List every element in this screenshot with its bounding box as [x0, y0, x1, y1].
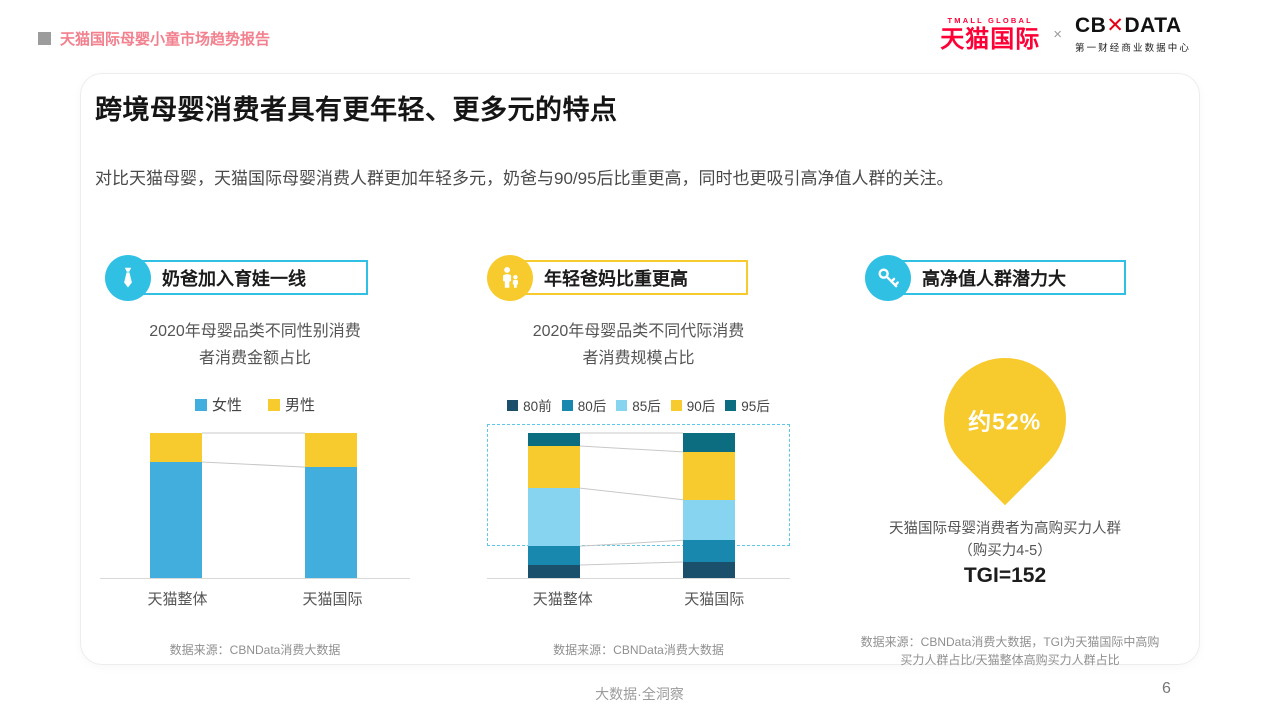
chart2-legend: 80前 80后 85后 90后 95后 — [482, 395, 795, 415]
generation-stacked-bar-chart — [487, 424, 790, 579]
legend-item-post95: 95后 — [725, 395, 770, 415]
legend-label-female: 女性 — [211, 397, 242, 414]
kpi-description-line1: 天猫国际母婴消费者为高购买力人群 — [889, 521, 1121, 537]
tmall-logo-text: 天猫国际 — [940, 25, 1041, 53]
category-label-tmall-overall: 天猫整体 — [147, 591, 208, 608]
legend-item-female: 女性 — [194, 394, 242, 415]
dad-badge-circle — [105, 255, 151, 301]
tgi-value: TGI=152 — [963, 564, 1047, 587]
page-number: 6 — [1162, 680, 1171, 697]
legend-item-post85: 85后 — [616, 395, 661, 415]
chart2-source-note: 数据来源：CBNData消费大数据 — [553, 643, 724, 657]
key-icon — [878, 268, 899, 288]
legend-swatch-male — [268, 398, 280, 411]
legend-swatch-post90 — [670, 399, 682, 411]
cbndata-left: CB — [1074, 14, 1107, 37]
category-label-tmall-overall: 天猫整体 — [532, 591, 593, 608]
bar-segment — [150, 433, 202, 462]
cbndata-logo: CB✕DATA 第一财经商业数据中心 — [1075, 15, 1191, 54]
report-tag: 天猫国际母婴小童市场趋势报告 — [38, 28, 270, 49]
legend-label-male: 男性 — [285, 397, 316, 414]
legend-swatch-pre80 — [507, 399, 519, 411]
chart1-title-line1: 2020年母婴品类不同性别消费 — [149, 323, 361, 340]
tie-icon — [124, 267, 132, 288]
legend-swatch-post80 — [561, 399, 573, 411]
legend-label-pre80: 80前 — [523, 399, 552, 414]
section-badge-dads: 奶爸加入育娃一线 — [128, 260, 368, 295]
kpi-description-line2: （购买力4-5） — [958, 543, 1052, 559]
cbndata-x-icon: ✕ — [1106, 14, 1125, 37]
bar-segment — [528, 433, 580, 447]
high-net-worth-badge-circle — [865, 255, 911, 301]
cbndata-right: DATA — [1124, 14, 1182, 37]
logo-separator: × — [1053, 26, 1062, 43]
chart1-legend: 女性 男性 — [100, 394, 410, 415]
gender-stacked-bar-chart — [100, 432, 410, 579]
legend-item-male: 男性 — [268, 394, 315, 415]
tmall-logo-tagline: TMALL GLOBAL — [947, 16, 1033, 26]
bar-segment — [305, 467, 357, 578]
legend-label-post95: 95后 — [741, 399, 770, 414]
young-parents-badge-circle — [487, 255, 533, 301]
chart1-source-note: 数据来源：CBNData消费大数据 — [169, 643, 341, 657]
bar-segment — [528, 446, 580, 489]
intro-text: 对比天猫母婴，天猫国际母婴消费人群更加年轻多元，奶爸与90/95后比重更高，同时… — [95, 169, 954, 188]
bar-segment — [683, 540, 735, 563]
chart2-title-line1: 2020年母婴品类不同代际消费 — [532, 323, 745, 340]
kpi-source-note: 数据来源：CBNData消费大数据，TGI为天猫国际中高购买力人群占比/天猫整体… — [860, 635, 1160, 667]
legend-item-pre80: 80前 — [507, 395, 552, 415]
kpi-value: 约52% — [968, 408, 1042, 435]
footer-watermark: 大数据·全洞察 — [595, 686, 684, 702]
chart1-title-line2: 者消费金额占比 — [198, 350, 311, 367]
legend-label-post90: 90后 — [686, 399, 716, 414]
legend-item-post80: 80后 — [561, 395, 607, 415]
chart1-category-labels: 天猫整体 天猫国际 — [100, 588, 410, 609]
category-label-tmall-global: 天猫国际 — [684, 591, 745, 608]
bar-segment — [528, 546, 580, 565]
bar-segment — [150, 462, 202, 578]
chart2-category-labels: 天猫整体 天猫国际 — [487, 588, 790, 609]
legend-swatch-post95 — [725, 399, 737, 411]
section-badge-young-parents: 年轻爸妈比重更高 — [510, 260, 748, 295]
square-bullet-icon — [38, 32, 51, 45]
tmall-global-logo: TMALL GLOBAL 天猫国际 — [940, 17, 1040, 52]
header-logos: TMALL GLOBAL 天猫国际 × CB✕DATA 第一财经商业数据中心 — [940, 15, 1191, 54]
chart2-title-line2: 者消费规模占比 — [582, 350, 695, 367]
segment-connector-lines — [201, 432, 306, 468]
section-badge-high-net-worth: 高净值人群潜力大 — [888, 260, 1126, 295]
legend-item-post90: 90后 — [670, 395, 716, 415]
chart2-title: 2020年母婴品类不同代际消费 者消费规模占比 — [487, 318, 790, 372]
cbndata-subtitle: 第一财经商业数据中心 — [1074, 43, 1191, 54]
category-label-tmall-global: 天猫国际 — [302, 591, 363, 608]
chart1-title: 2020年母婴品类不同性别消费 者消费金额占比 — [100, 318, 410, 372]
bar-segment — [683, 433, 735, 452]
bar-segment — [528, 564, 580, 578]
family-icon — [503, 267, 519, 288]
bar-segment — [683, 499, 735, 541]
report-title: 天猫国际母婴小童市场趋势报告 — [60, 31, 271, 48]
bar-segment — [305, 433, 357, 468]
legend-label-post85: 85后 — [632, 399, 661, 414]
page-title: 跨境母婴消费者具有更年轻、更多元的特点 — [95, 95, 618, 125]
kpi-description: 天猫国际母婴消费者为高购买力人群 （购买力4-5） — [855, 518, 1155, 562]
legend-swatch-post85 — [616, 399, 628, 411]
legend-swatch-female — [194, 398, 207, 411]
bar-segment — [683, 562, 735, 578]
bar-segment — [528, 488, 580, 547]
legend-label-post80: 80后 — [577, 399, 607, 414]
cbndata-logo-text: CB✕DATA — [1075, 15, 1182, 36]
bar-segment — [683, 451, 735, 500]
